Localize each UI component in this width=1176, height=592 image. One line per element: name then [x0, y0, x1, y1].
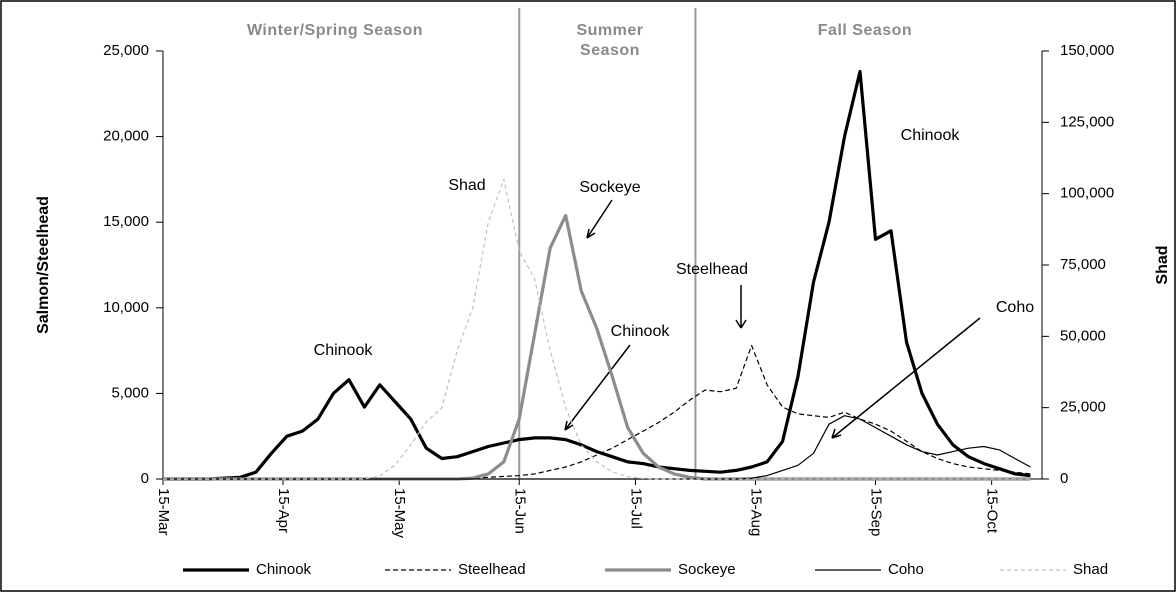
annotation: Coho	[996, 299, 1034, 316]
season-label: Winter/Spring Season	[246, 22, 424, 39]
y2-tick-label: 25,000	[1060, 399, 1106, 416]
series-line	[163, 344, 1031, 480]
annotation: Sockeye	[579, 179, 640, 196]
y2-tick-label: 0	[1060, 470, 1068, 487]
y-tick-label: 25,000	[103, 42, 149, 59]
x-tick-label: 15-May	[391, 488, 408, 539]
legend-label: Shad	[1073, 561, 1108, 578]
x-tick-label: 15-Apr	[275, 488, 292, 533]
series-line	[163, 415, 1031, 480]
x-tick-label: 15-Jun	[511, 488, 528, 534]
annotation: Chinook	[611, 323, 671, 340]
annotation: Steelhead	[676, 261, 748, 278]
y2-tick-label: 150,000	[1060, 42, 1114, 59]
series-line	[163, 178, 1031, 480]
x-tick-label: 15-Oct	[984, 488, 1001, 534]
x-tick-label: 15-Aug	[747, 488, 764, 536]
arrows	[564, 199, 981, 439]
legend-label: Coho	[888, 561, 924, 578]
season-label: Fall Season	[817, 22, 913, 39]
y-tick-label: 0	[141, 470, 149, 487]
y2-tick-label: 50,000	[1060, 327, 1106, 344]
y-tick-label: 10,000	[103, 299, 149, 316]
arrow	[564, 344, 631, 431]
annotation: Chinook	[314, 342, 374, 359]
y2-axis-label: Shad	[1154, 245, 1171, 284]
legend-label: Sockeye	[678, 561, 736, 578]
y-tick-label: 5,000	[111, 384, 149, 401]
arrow	[586, 199, 613, 239]
x-tick-label: 15-Mar	[155, 488, 172, 536]
y-tick-label: 20,000	[103, 128, 149, 145]
x-tick-label: 15-Jul	[627, 488, 644, 529]
y2-tick-label: 100,000	[1060, 185, 1114, 202]
y-axis-label: Salmon/Steelhead	[35, 196, 52, 334]
annotation: Shad	[448, 177, 485, 194]
y2-tick-label: 125,000	[1060, 113, 1114, 130]
legend-label: Chinook	[256, 561, 312, 578]
series-line	[163, 69, 1031, 481]
y2-tick-label: 75,000	[1060, 256, 1106, 273]
legend-label: Steelhead	[458, 561, 526, 578]
y-tick-label: 15,000	[103, 213, 149, 230]
x-tick-label: 15-Sep	[868, 488, 885, 536]
arrow	[735, 285, 747, 329]
season-label: Summer Season	[576, 22, 644, 59]
annotation: Chinook	[901, 127, 961, 144]
series-line	[163, 213, 1031, 481]
